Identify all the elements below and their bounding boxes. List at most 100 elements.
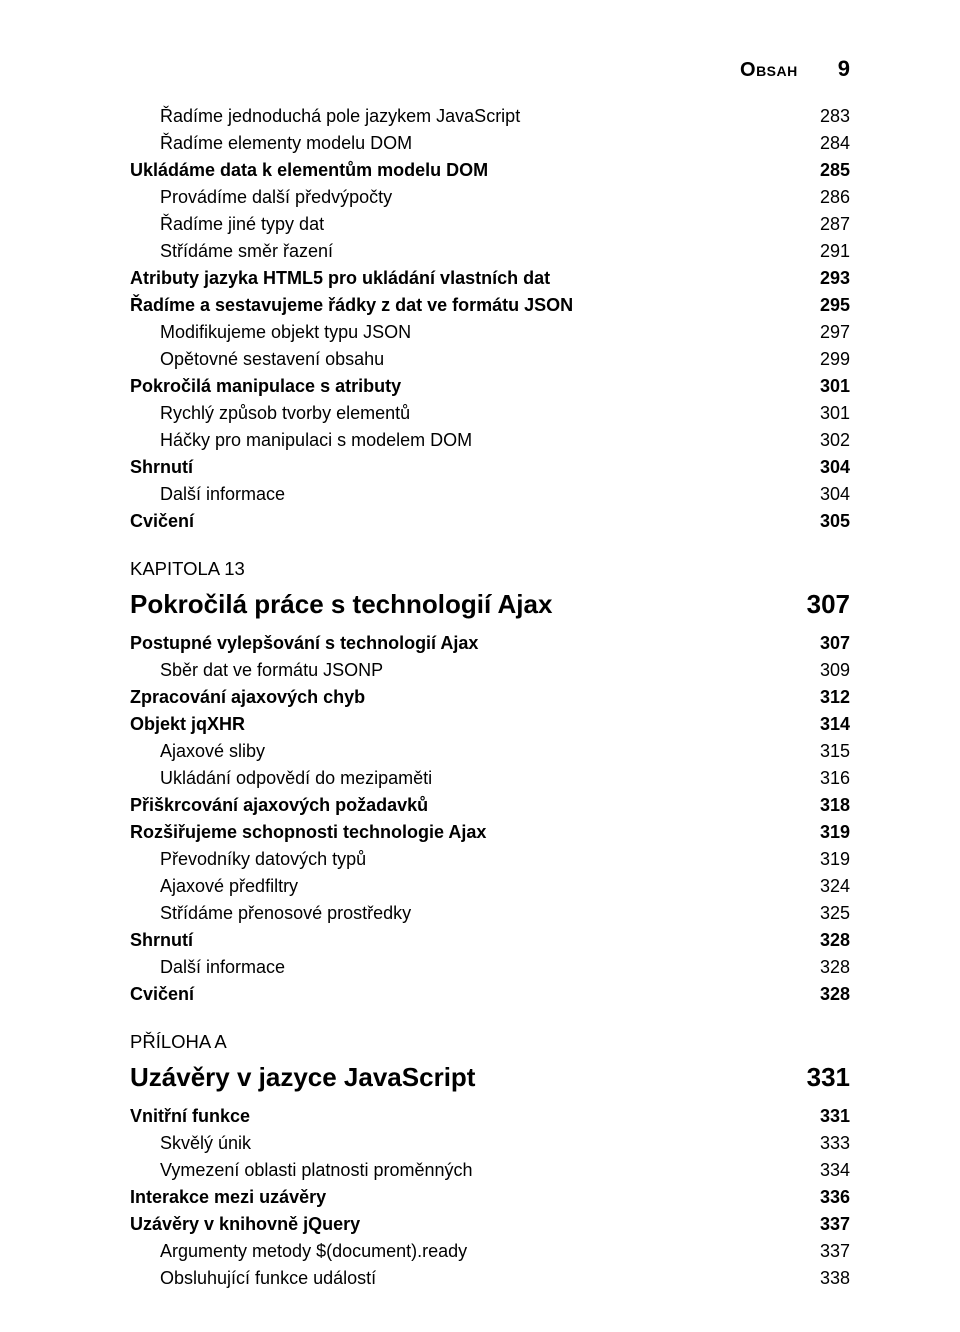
toc-row: Argumenty metody $(document).ready337 xyxy=(130,1238,850,1265)
toc-entry-label: Řadíme jiné typy dat xyxy=(160,211,800,238)
toc-entry-page: 324 xyxy=(800,873,850,900)
toc-entry-page: 301 xyxy=(800,373,850,400)
toc-continued: Řadíme jednoduchá pole jazykem JavaScrip… xyxy=(130,103,850,535)
toc-entry-page: 328 xyxy=(800,927,850,954)
toc-row: Pokročilá manipulace s atributy301 xyxy=(130,373,850,400)
toc-row: Přiškrcování ajaxových požadavků318 xyxy=(130,792,850,819)
toc-row: Skvělý únik333 xyxy=(130,1130,850,1157)
toc-entry-label: Vnitřní funkce xyxy=(130,1103,800,1130)
toc-row: Ajaxové sliby315 xyxy=(130,738,850,765)
toc-entry-label: Řadíme elementy modelu DOM xyxy=(160,130,800,157)
toc-row: Shrnutí304 xyxy=(130,454,850,481)
toc-entry-page: 299 xyxy=(800,346,850,373)
toc-row: Střídáme přenosové prostředky325 xyxy=(130,900,850,927)
toc-row: Atributy jazyka HTML5 pro ukládání vlast… xyxy=(130,265,850,292)
chapter-title-row: Pokročilá práce s technologií Ajax 307 xyxy=(130,583,850,624)
toc-row: Řadíme a sestavujeme řádky z dat ve form… xyxy=(130,292,850,319)
toc-entry-page: 319 xyxy=(800,846,850,873)
toc-row: Uzávěry v knihovně jQuery337 xyxy=(130,1211,850,1238)
toc-row: Sběr dat ve formátu JSONP309 xyxy=(130,657,850,684)
toc-row: Obsluhující funkce událostí338 xyxy=(130,1265,850,1292)
toc-entry-label: Zpracování ajaxových chyb xyxy=(130,684,800,711)
toc-row: Interakce mezi uzávěry336 xyxy=(130,1184,850,1211)
toc-entry-page: 337 xyxy=(800,1238,850,1265)
toc-entry-label: Obsluhující funkce událostí xyxy=(160,1265,800,1292)
toc-entry-page: 337 xyxy=(800,1211,850,1238)
toc-entry-page: 304 xyxy=(800,481,850,508)
toc-entry-label: Atributy jazyka HTML5 pro ukládání vlast… xyxy=(130,265,800,292)
toc-row: Řadíme jednoduchá pole jazykem JavaScrip… xyxy=(130,103,850,130)
toc-entry-label: Shrnutí xyxy=(130,454,800,481)
toc-row: Postupné vylepšování s technologií Ajax3… xyxy=(130,630,850,657)
toc-entry-page: 295 xyxy=(800,292,850,319)
toc-entry-label: Skvělý únik xyxy=(160,1130,800,1157)
toc-entry-label: Další informace xyxy=(160,954,800,981)
appendix-title-page: 331 xyxy=(800,1058,850,1097)
toc-row: Háčky pro manipulaci s modelem DOM302 xyxy=(130,427,850,454)
appendix-title-row: Uzávěry v jazyce JavaScript 331 xyxy=(130,1056,850,1097)
toc-entry-page: 328 xyxy=(800,954,850,981)
toc-row: Modifikujeme objekt typu JSON297 xyxy=(130,319,850,346)
toc-entry-label: Vymezení oblasti platnosti proměnných xyxy=(160,1157,800,1184)
toc-entry-label: Postupné vylepšování s technologií Ajax xyxy=(130,630,800,657)
toc-entry-page: 284 xyxy=(800,130,850,157)
toc-entry-page: 314 xyxy=(800,711,850,738)
toc-entry-page: 315 xyxy=(800,738,850,765)
page-header: Obsah 9 xyxy=(130,52,850,85)
toc-entry-page: 293 xyxy=(800,265,850,292)
toc-entry-page: 304 xyxy=(800,454,850,481)
toc-entry-page: 319 xyxy=(800,819,850,846)
toc-row: Objekt jqXHR314 xyxy=(130,711,850,738)
toc-entry-page: 285 xyxy=(800,157,850,184)
toc-row: Vnitřní funkce331 xyxy=(130,1103,850,1130)
appendix-toc: Vnitřní funkce331Skvělý únik333Vymezení … xyxy=(130,1103,850,1292)
toc-entry-page: 328 xyxy=(800,981,850,1008)
toc-row: Řadíme jiné typy dat287 xyxy=(130,211,850,238)
toc-entry-label: Převodníky datových typů xyxy=(160,846,800,873)
toc-entry-page: 291 xyxy=(800,238,850,265)
toc-entry-page: 336 xyxy=(800,1184,850,1211)
toc-entry-page: 331 xyxy=(800,1103,850,1130)
appendix-title: Uzávěry v jazyce JavaScript xyxy=(130,1058,475,1097)
toc-entry-page: 318 xyxy=(800,792,850,819)
toc-entry-label: Háčky pro manipulaci s modelem DOM xyxy=(160,427,800,454)
toc-entry-label: Opětovné sestavení obsahu xyxy=(160,346,800,373)
chapter-title: Pokročilá práce s technologií Ajax xyxy=(130,585,552,624)
toc-entry-label: Ajaxové předfiltry xyxy=(160,873,800,900)
toc-row: Další informace328 xyxy=(130,954,850,981)
toc-entry-label: Objekt jqXHR xyxy=(130,711,800,738)
toc-row: Vymezení oblasti platnosti proměnných334 xyxy=(130,1157,850,1184)
toc-entry-page: 325 xyxy=(800,900,850,927)
toc-entry-label: Cvičení xyxy=(130,508,800,535)
toc-entry-page: 309 xyxy=(800,657,850,684)
toc-row: Ukládání odpovědí do mezipaměti316 xyxy=(130,765,850,792)
toc-entry-label: Uzávěry v knihovně jQuery xyxy=(130,1211,800,1238)
toc-entry-label: Přiškrcování ajaxových požadavků xyxy=(130,792,800,819)
toc-entry-label: Rozšiřujeme schopnosti technologie Ajax xyxy=(130,819,800,846)
toc-row: Rozšiřujeme schopnosti technologie Ajax3… xyxy=(130,819,850,846)
toc-entry-page: 307 xyxy=(800,630,850,657)
toc-entry-label: Cvičení xyxy=(130,981,800,1008)
chapter-title-page: 307 xyxy=(800,585,850,624)
toc-row: Zpracování ajaxových chyb312 xyxy=(130,684,850,711)
page-number: 9 xyxy=(838,52,850,85)
toc-entry-label: Ukládáme data k elementům modelu DOM xyxy=(130,157,800,184)
toc-entry-page: 301 xyxy=(800,400,850,427)
toc-row: Ajaxové předfiltry324 xyxy=(130,873,850,900)
toc-row: Cvičení328 xyxy=(130,981,850,1008)
toc-row: Řadíme elementy modelu DOM284 xyxy=(130,130,850,157)
toc-row: Provádíme další předvýpočty286 xyxy=(130,184,850,211)
toc-entry-label: Modifikujeme objekt typu JSON xyxy=(160,319,800,346)
toc-entry-page: 305 xyxy=(800,508,850,535)
toc-entry-label: Řadíme jednoduchá pole jazykem JavaScrip… xyxy=(160,103,800,130)
toc-entry-label: Další informace xyxy=(160,481,800,508)
toc-entry-label: Provádíme další předvýpočty xyxy=(160,184,800,211)
toc-entry-label: Řadíme a sestavujeme řádky z dat ve form… xyxy=(130,292,800,319)
chapter-label: KAPITOLA 13 xyxy=(130,555,850,583)
toc-row: Převodníky datových typů319 xyxy=(130,846,850,873)
toc-entry-label: Pokročilá manipulace s atributy xyxy=(130,373,800,400)
toc-entry-label: Sběr dat ve formátu JSONP xyxy=(160,657,800,684)
toc-entry-label: Střídáme přenosové prostředky xyxy=(160,900,800,927)
toc-row: Opětovné sestavení obsahu299 xyxy=(130,346,850,373)
toc-entry-page: 286 xyxy=(800,184,850,211)
